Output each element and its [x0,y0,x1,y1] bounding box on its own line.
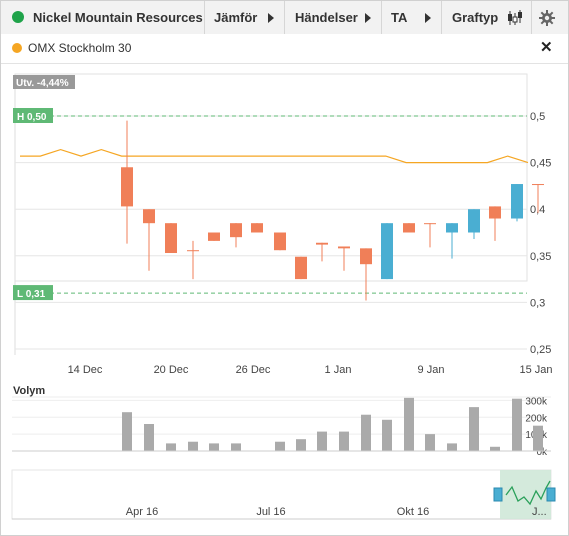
volume-bar [490,446,500,451]
volume-bar [166,443,176,451]
high-badge [13,108,53,123]
volume-bar [382,419,392,451]
navigator-last-tick-label: J... [532,506,547,518]
divider [441,1,442,34]
candle-body [338,246,350,249]
change-badge-label: Utv. -4,44% [16,78,69,89]
divider [381,1,382,34]
x-tick-label: 1 Jan [325,364,352,376]
candle-body [489,206,501,219]
x-tick-label: 9 Jan [418,364,445,376]
volume-bar [533,425,543,451]
navigator-tick-label: Apr 16 [126,506,158,518]
instrument-name[interactable]: Nickel Mountain Resources [33,10,203,25]
volume-bar [512,398,522,451]
y-tick-label: 0,5 [530,111,545,123]
volume-bar [317,431,327,451]
volume-tick-label: 0k [536,447,548,458]
remove-compare-close-icon[interactable]: ✕ [540,39,553,56]
graph-type-menu[interactable]: Graftyp [452,10,499,25]
high-label: H 0,50 [17,112,47,123]
volume-bar [469,407,479,451]
candle-body [403,223,415,233]
low-badge [13,285,53,301]
x-tick-label: 14 Dec [68,364,103,376]
instrument-color-dot [12,11,24,23]
volume-bar [188,441,198,451]
volume-bar [231,443,241,451]
ta-menu[interactable]: TA [391,10,408,25]
x-tick-label: 15 Jan [519,364,552,376]
candle-body [251,223,263,233]
y-tick-label: 0,45 [530,158,551,170]
navigator-right-handle[interactable] [546,487,556,502]
candle-body [532,184,544,186]
volume-bar [209,443,219,451]
compare-row: OMX Stockholm 30 ✕ [1,34,568,64]
candle-body [511,184,523,219]
compare-series-line [20,148,529,164]
navigator-left-handle[interactable] [493,487,503,502]
candle-body [230,223,242,238]
candle-body [121,167,133,207]
volume-bar [144,424,154,451]
compare-arrow-icon[interactable] [268,13,274,23]
compare-instrument-label: OMX Stockholm 30 [28,41,132,55]
candle-body [468,209,480,233]
divider [284,1,285,34]
price-plot-area [14,73,528,282]
volume-bar [361,414,371,451]
x-tick-label: 20 Dec [154,364,189,376]
volume-bar [296,439,306,451]
volume-bar [275,441,285,451]
y-tick-label: 0,3 [530,297,545,309]
candle-body [316,242,328,245]
ta-arrow-icon[interactable] [425,13,431,23]
divider [204,1,205,34]
y-tick-label: 0,25 [530,344,551,356]
candle-body [187,250,199,252]
candle-body [381,223,393,280]
divider [531,1,532,34]
low-label: L 0,31 [17,289,46,300]
volume-tick-label: 200k [525,413,548,424]
navigator-mini-line [505,480,551,506]
compare-color-dot [12,43,22,53]
candle-body [424,223,436,225]
candle-body [295,256,307,280]
volume-bar [425,434,435,451]
events-menu[interactable]: Händelser [295,10,358,25]
volume-bar [339,431,349,451]
navigator-tick-label: Jul 16 [256,506,285,518]
volume-tick-label: 300k [525,396,548,407]
gear-icon[interactable] [539,10,555,26]
events-arrow-icon[interactable] [365,13,371,23]
navigator-tick-label: Okt 16 [397,506,429,518]
volume-bar [122,412,132,451]
candle-body [360,248,372,265]
candle-body [274,232,286,251]
candle-body [446,223,458,233]
volume-bar [447,443,457,451]
change-badge [13,75,75,89]
volume-label: Volym [13,385,45,397]
y-tick-label: 0,35 [530,251,551,263]
navigator-area [11,469,552,520]
candle-body [208,232,220,241]
volume-bar [404,397,414,451]
toolbar: Nickel Mountain Resources Jämför Händels… [1,1,568,35]
candlestick-icon[interactable] [506,9,524,27]
compare-menu[interactable]: Jämför [214,10,258,25]
candle-body [143,209,155,224]
x-tick-label: 26 Dec [236,364,271,376]
candle-body [165,223,177,254]
